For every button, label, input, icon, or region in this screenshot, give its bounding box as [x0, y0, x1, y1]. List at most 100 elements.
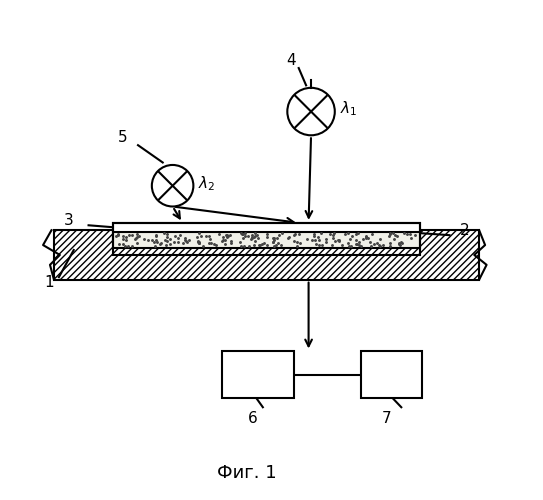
Point: [263, 233, 272, 241]
Point: [148, 236, 156, 244]
Point: [205, 239, 213, 247]
Point: [258, 240, 267, 248]
Bar: [113, 223, 420, 240]
Point: [153, 238, 161, 246]
Point: [122, 236, 130, 244]
Text: 1: 1: [44, 274, 54, 289]
Point: [343, 238, 352, 246]
Point: [321, 236, 330, 244]
Point: [314, 236, 323, 244]
Point: [277, 230, 286, 237]
Point: [125, 231, 134, 239]
Point: [181, 236, 190, 244]
Point: [162, 238, 171, 246]
Point: [395, 240, 403, 248]
Point: [292, 242, 301, 250]
Point: [169, 238, 178, 246]
Point: [262, 240, 271, 248]
Point: [240, 242, 249, 250]
Point: [274, 238, 282, 246]
Point: [386, 238, 395, 246]
Point: [222, 231, 230, 239]
Point: [375, 240, 383, 248]
Point: [312, 240, 321, 248]
Point: [289, 231, 298, 239]
Point: [171, 232, 180, 239]
Point: [303, 235, 312, 243]
Point: [376, 236, 384, 244]
Point: [166, 235, 174, 243]
Point: [206, 236, 215, 244]
Point: [330, 230, 338, 237]
Point: [406, 230, 414, 237]
Point: [395, 239, 404, 247]
Point: [345, 242, 354, 250]
Point: [395, 241, 404, 249]
Point: [398, 239, 407, 247]
Point: [241, 228, 249, 236]
Point: [139, 235, 148, 243]
Text: 7: 7: [382, 410, 392, 426]
Point: [248, 234, 256, 241]
Point: [237, 242, 245, 250]
Point: [411, 232, 419, 239]
Point: [198, 242, 207, 250]
Bar: [222, 352, 294, 399]
Point: [273, 234, 281, 241]
Point: [310, 230, 318, 238]
Point: [218, 232, 227, 240]
Point: [263, 230, 272, 237]
Text: 5: 5: [118, 130, 128, 145]
Point: [385, 232, 394, 240]
Point: [223, 232, 231, 240]
Point: [361, 234, 370, 242]
Point: [400, 229, 408, 237]
Point: [372, 239, 381, 247]
Point: [131, 234, 140, 242]
Point: [237, 230, 246, 237]
Point: [252, 231, 261, 239]
Point: [133, 238, 142, 246]
Point: [352, 236, 361, 244]
Point: [119, 240, 128, 248]
Point: [270, 242, 279, 250]
Point: [325, 230, 334, 238]
Point: [226, 236, 235, 244]
Point: [354, 230, 363, 237]
Text: $\lambda_1$: $\lambda_1$: [340, 100, 357, 118]
Point: [205, 232, 213, 240]
Point: [269, 238, 277, 246]
Point: [331, 237, 340, 245]
Point: [335, 237, 344, 245]
Bar: [361, 352, 422, 399]
Point: [114, 230, 123, 238]
Point: [225, 231, 234, 239]
Text: Фиг. 1: Фиг. 1: [217, 464, 276, 482]
Point: [406, 234, 415, 242]
Point: [202, 232, 211, 240]
Point: [269, 234, 278, 242]
Point: [355, 241, 364, 249]
Point: [112, 232, 121, 240]
Point: [144, 236, 153, 244]
Point: [376, 242, 384, 250]
Point: [338, 241, 346, 249]
Point: [355, 238, 364, 246]
Point: [122, 234, 131, 241]
Point: [240, 232, 249, 239]
Point: [133, 232, 142, 240]
Point: [161, 240, 170, 248]
Point: [244, 232, 252, 240]
Point: [244, 242, 253, 250]
Point: [181, 234, 190, 242]
Point: [151, 236, 160, 244]
Point: [121, 242, 129, 250]
Point: [269, 234, 277, 241]
Point: [193, 237, 202, 245]
Point: [275, 230, 283, 238]
Point: [328, 241, 337, 249]
Point: [239, 230, 248, 238]
Point: [295, 240, 304, 248]
Point: [353, 240, 362, 248]
Point: [162, 233, 171, 241]
